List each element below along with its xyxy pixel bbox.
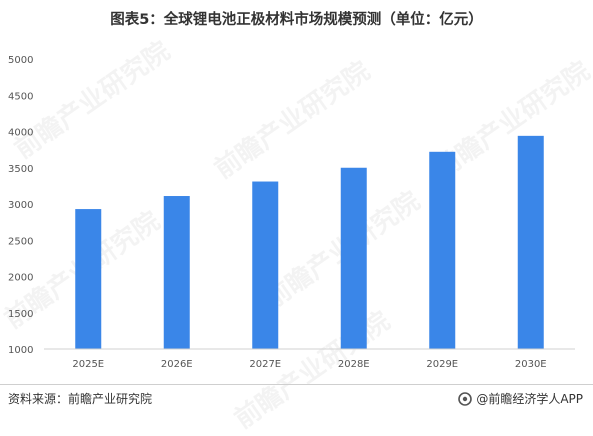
x-tick-label: 2027E — [249, 359, 281, 370]
brand-credit: @前瞻经济学人APP — [458, 390, 583, 407]
chart-title: 图表5：全球锂电池正极材料市场规模预测（单位：亿元） — [110, 12, 483, 28]
y-tick-label: 5000 — [8, 55, 33, 66]
y-tick-label: 3500 — [8, 164, 33, 175]
y-tick-label: 2000 — [8, 273, 33, 284]
source-note: 资料来源：前瞻产业研究院 — [8, 392, 153, 406]
x-tick-label: 2030E — [515, 359, 547, 370]
bar-2025E — [75, 209, 102, 349]
y-tick-label: 3000 — [8, 200, 33, 211]
y-tick-label: 2500 — [8, 236, 33, 247]
x-tick-label: 2026E — [161, 359, 193, 370]
bar-2026E — [163, 196, 190, 349]
bars — [75, 135, 544, 349]
y-tick-label: 4000 — [8, 128, 33, 139]
brand-logo-icon — [458, 391, 473, 406]
y-axis: 1000 1500 2000 2500 3000 3500 4000 4500 5000 — [8, 55, 33, 356]
footer-divider — [0, 384, 593, 385]
y-tick-label: 4500 — [8, 91, 33, 102]
bar-2028E — [340, 167, 367, 349]
bar-2029E — [429, 151, 456, 349]
bar-2027E — [252, 181, 279, 349]
brand-text: @前瞻经济学人APP — [476, 392, 583, 406]
y-tick-label: 1000 — [8, 345, 33, 356]
x-tick-label: 2028E — [338, 359, 370, 370]
y-tick-label: 1500 — [8, 309, 33, 320]
x-tick-label: 2025E — [72, 359, 104, 370]
bar-chart: 1000 1500 2000 2500 3000 3500 4000 4500 5000 202… — [8, 55, 575, 370]
bar-2030E — [517, 135, 544, 349]
x-tick-label: 2029E — [426, 359, 458, 370]
x-axis: 2025E 2026E 2027E 2028E 2029E 2030E — [72, 359, 546, 370]
